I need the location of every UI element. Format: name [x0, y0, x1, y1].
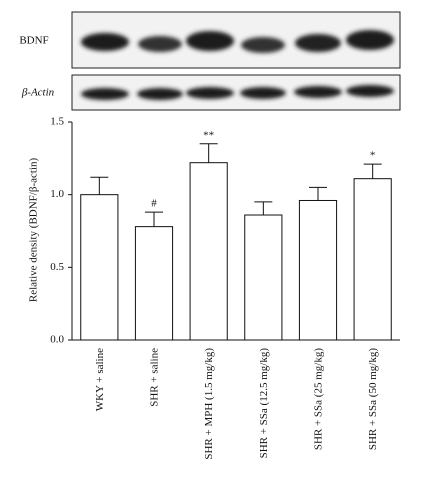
x-tick-label: SHR + SSa (25 mg/kg) [313, 348, 325, 450]
x-tick-label: SHR + SSa (50 mg/kg) [367, 348, 379, 450]
error-bar [199, 143, 218, 163]
error-bar [90, 176, 109, 195]
blot-label: β-Actin [21, 87, 55, 99]
significance-mark: * [370, 150, 376, 162]
bar [189, 162, 228, 341]
error-bar [363, 163, 382, 179]
x-tick-label: WKY + saline [94, 348, 106, 411]
y-tick-label: 0.0 [50, 334, 64, 346]
bar [134, 226, 174, 341]
significance-mark: # [151, 198, 157, 210]
x-tick-label: SHR + saline [149, 348, 161, 407]
y-tick-label: 0.5 [50, 261, 64, 273]
blot-label: BDNF [19, 35, 48, 47]
bar [80, 194, 119, 341]
significance-mark: ** [203, 129, 214, 141]
error-bar [309, 186, 327, 201]
x-tick-label: SHR + MPH (1.5 mg/kg) [203, 348, 215, 460]
blot-bands [81, 30, 394, 100]
error-bar [254, 201, 273, 216]
bar [244, 214, 283, 341]
bar [353, 178, 392, 341]
error-bar [145, 211, 163, 227]
bar [298, 199, 338, 341]
x-tick-label: SHR + SSa (12.5 mg/kg) [258, 348, 270, 459]
y-axis-label: Relative density (BDNF/β-actin) [28, 158, 40, 303]
y-tick-label: 1.0 [50, 188, 64, 200]
y-tick-label: 1.5 [50, 116, 64, 128]
